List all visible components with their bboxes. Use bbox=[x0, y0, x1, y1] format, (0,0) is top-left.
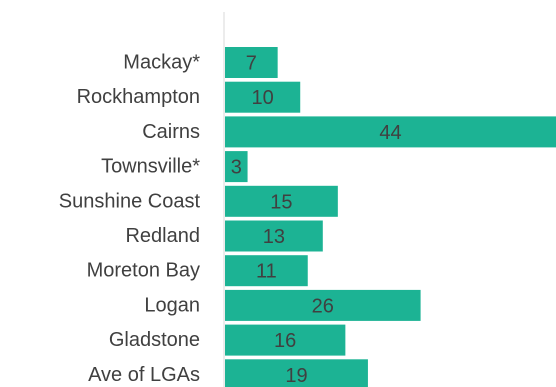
category-label: Redland bbox=[125, 225, 200, 247]
category-label: Logan bbox=[144, 294, 200, 316]
bar bbox=[225, 289, 421, 321]
category-label: Cairns bbox=[142, 121, 200, 143]
bar bbox=[225, 255, 308, 287]
data-label: 44 bbox=[379, 122, 401, 144]
data-label: 15 bbox=[270, 191, 292, 213]
category-label: Gladstone bbox=[109, 329, 200, 351]
bar bbox=[225, 324, 346, 356]
category-label: Townsville* bbox=[101, 156, 200, 178]
bar bbox=[225, 81, 301, 113]
data-label: 13 bbox=[263, 226, 285, 248]
bar bbox=[225, 116, 556, 148]
data-label: 3 bbox=[231, 157, 242, 179]
bar bbox=[225, 359, 368, 387]
data-label: 7 bbox=[246, 53, 257, 75]
bar bbox=[225, 47, 278, 78]
category-label: Rockhampton bbox=[77, 86, 200, 108]
category-label: Ave of LGAs bbox=[88, 364, 200, 386]
bar bbox=[225, 185, 338, 217]
data-label: 16 bbox=[274, 330, 296, 352]
category-label: Mackay* bbox=[123, 52, 200, 74]
category-label: Moreton Bay bbox=[87, 260, 200, 282]
bar bbox=[225, 151, 248, 183]
bars-group: Mackay* 7 Rockhampton 10 Cairns 44 Townsville*… bbox=[59, 47, 556, 387]
data-label: 26 bbox=[312, 295, 334, 317]
category-label: Sunshine Coast bbox=[59, 190, 201, 212]
data-label: 19 bbox=[285, 365, 307, 387]
data-label: 11 bbox=[256, 261, 277, 283]
data-label: 10 bbox=[251, 87, 273, 109]
bar bbox=[225, 220, 323, 252]
